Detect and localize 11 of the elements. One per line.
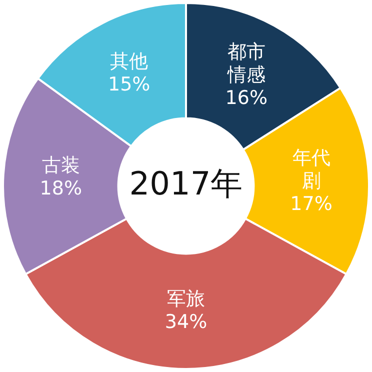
slice-label: 其他 (110, 50, 148, 73)
data-label: 16% (225, 87, 268, 110)
slice-label: 都市情感 (226, 41, 266, 86)
data-label: 18% (40, 178, 82, 200)
slice-label: 古装 (42, 154, 80, 177)
data-label: 34% (164, 310, 208, 333)
data-label: 15% (108, 74, 150, 96)
slice-label: 军旅 (167, 288, 205, 310)
text: 2017年 (129, 164, 243, 202)
data-label: 17% (290, 193, 332, 215)
slice-label: 年代剧 (292, 147, 330, 192)
